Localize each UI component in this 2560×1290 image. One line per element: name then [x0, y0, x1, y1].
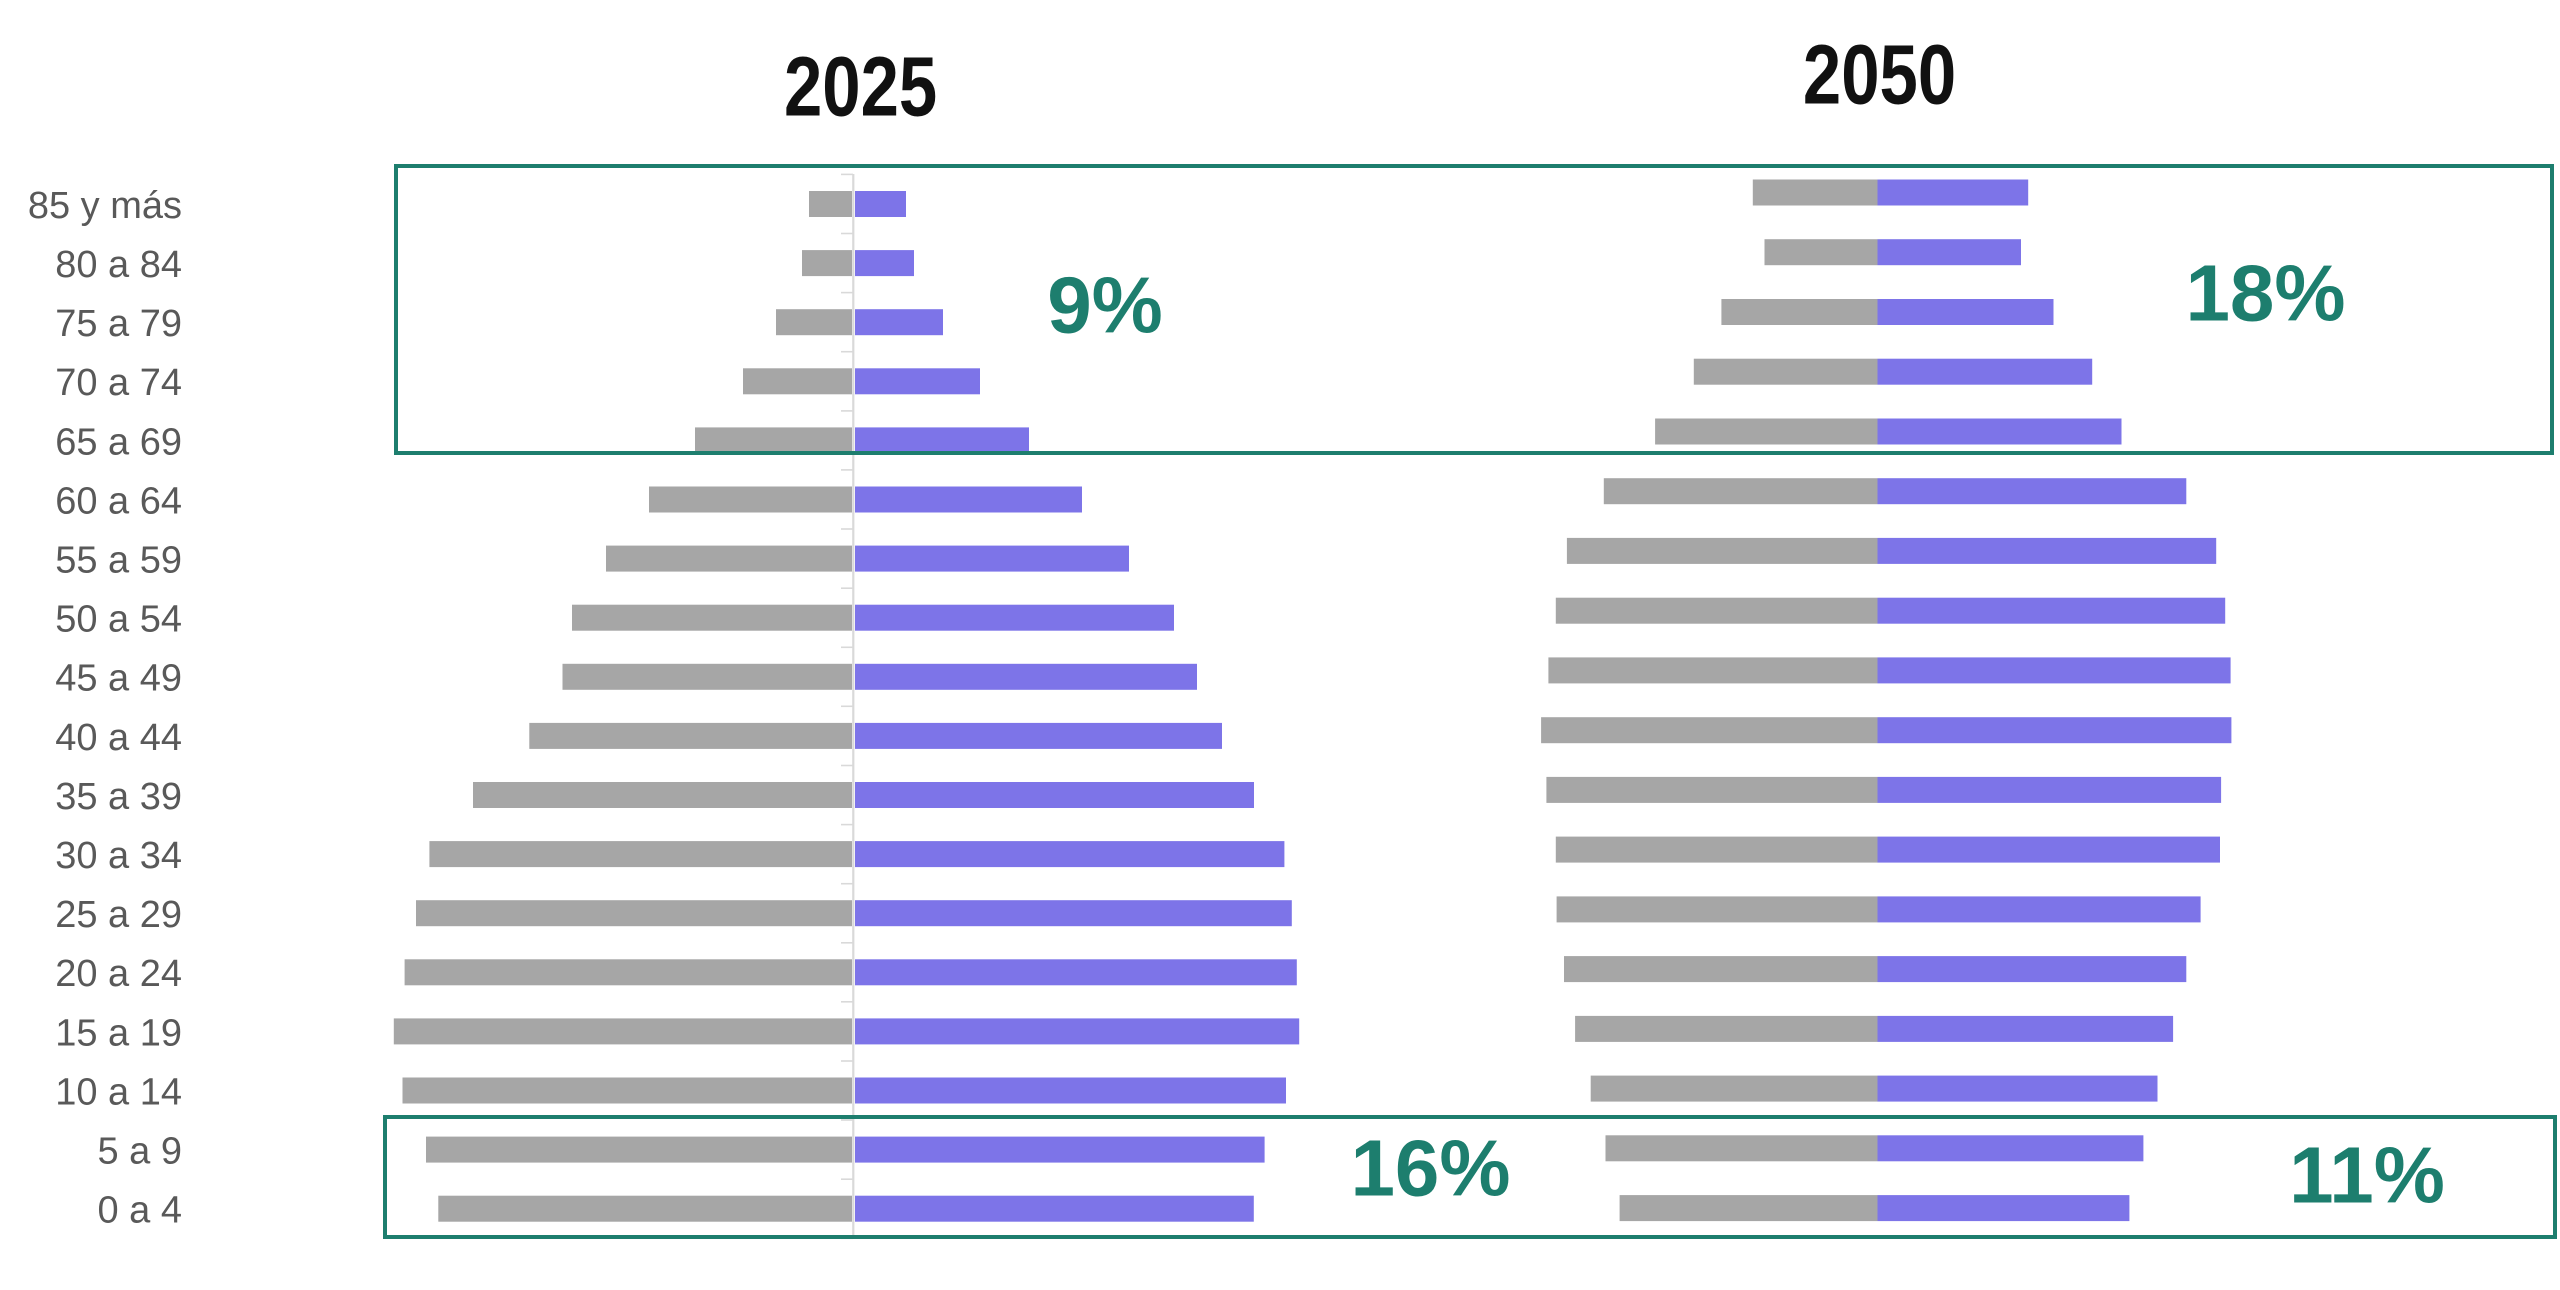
svg-text:15 a 19: 15 a 19 [55, 1012, 182, 1054]
svg-text:9%: 9% [1047, 261, 1163, 350]
svg-text:5 a 9: 5 a 9 [97, 1131, 182, 1173]
svg-text:10 a 14: 10 a 14 [55, 1071, 182, 1113]
svg-text:70 a 74: 70 a 74 [55, 362, 182, 404]
svg-text:45 a 49: 45 a 49 [55, 658, 182, 700]
svg-text:65 a 69: 65 a 69 [55, 421, 182, 463]
svg-text:50 a 54: 50 a 54 [55, 599, 182, 641]
svg-text:20 a 24: 20 a 24 [55, 953, 182, 995]
svg-text:2025: 2025 [784, 40, 937, 134]
svg-text:18%: 18% [2185, 249, 2345, 338]
svg-text:80 a 84: 80 a 84 [55, 244, 182, 286]
svg-text:2050: 2050 [1803, 28, 1956, 122]
svg-text:75 a 79: 75 a 79 [55, 303, 182, 345]
svg-text:0 a 4: 0 a 4 [97, 1190, 182, 1232]
svg-text:30 a 34: 30 a 34 [55, 835, 182, 877]
svg-text:60 a 64: 60 a 64 [55, 480, 182, 522]
svg-text:16%: 16% [1350, 1124, 1510, 1213]
svg-text:40 a 44: 40 a 44 [55, 717, 182, 759]
svg-text:25 a 29: 25 a 29 [55, 894, 182, 936]
svg-text:11%: 11% [2289, 1131, 2445, 1220]
svg-text:55 a 59: 55 a 59 [55, 540, 182, 582]
svg-text:85 y más: 85 y más [28, 185, 182, 227]
svg-text:35 a 39: 35 a 39 [55, 776, 182, 818]
